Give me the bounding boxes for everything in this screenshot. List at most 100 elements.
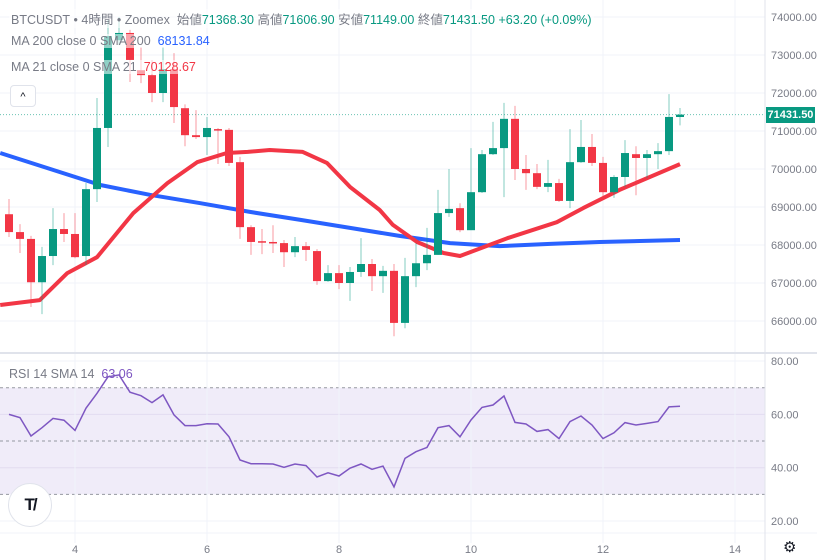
candle-down <box>511 118 519 169</box>
last-price-tag: 71431.50 <box>766 107 815 123</box>
price-tick-label: 67000.00 <box>771 278 817 290</box>
high-value: 71606.90 <box>282 13 335 27</box>
price-tick-label: 72000.00 <box>771 88 817 100</box>
time-tick-label: 6 <box>204 544 210 556</box>
change-value: +63.20 (+0.09%) <box>498 13 592 27</box>
candle-down <box>533 173 541 187</box>
candle-down <box>588 146 596 163</box>
candle-up <box>665 116 673 152</box>
candle-down <box>302 246 310 250</box>
candle-down <box>71 233 79 258</box>
candle-up <box>577 146 585 163</box>
close-label: 終値 <box>417 13 443 27</box>
candle-down <box>632 154 640 158</box>
interval[interactable]: 4時間 <box>81 13 114 27</box>
candle-up <box>643 154 651 158</box>
candle-up <box>621 153 629 177</box>
settings-icon[interactable]: ⚙ <box>783 539 797 556</box>
candle-down <box>16 232 24 239</box>
candle-down <box>368 264 376 277</box>
ma200-value: 68131.84 <box>157 34 210 48</box>
candle-up <box>104 36 112 128</box>
candle-down <box>456 208 464 231</box>
low-value: 71149.00 <box>363 13 415 27</box>
candle-up <box>445 208 453 214</box>
open-value: 71368.30 <box>201 13 254 27</box>
candle-up <box>610 176 618 193</box>
candle-down <box>27 238 35 283</box>
time-tick-label: 14 <box>729 544 741 556</box>
candle-up <box>357 264 365 272</box>
candle-up <box>346 271 354 283</box>
candle-down <box>522 169 530 174</box>
close-value: 71431.50 <box>442 13 495 27</box>
rsi-tick-label: 60.00 <box>771 409 799 421</box>
sma21-line <box>0 148 681 307</box>
price-tick-label: 74000.00 <box>771 12 817 24</box>
candle-down <box>181 108 189 136</box>
time-tick-label: 10 <box>465 544 477 556</box>
rsi-legend[interactable]: RSI 14 SMA 14 63.06 <box>9 367 133 381</box>
time-tick-label: 8 <box>336 544 342 556</box>
candle-up <box>434 213 442 255</box>
low-label: 安値 <box>338 13 364 27</box>
price-tick-label: 66000.00 <box>771 316 817 328</box>
candle-down <box>335 273 343 283</box>
candle-up <box>324 273 332 282</box>
candle-down <box>269 241 277 244</box>
candle-up <box>423 254 431 264</box>
ma21-legend[interactable]: MA 21 close 0 SMA 21 70128.67 <box>9 60 198 74</box>
candle-up <box>500 118 508 149</box>
separator: • <box>116 13 122 27</box>
candle-down <box>5 214 13 233</box>
candle-down <box>225 129 233 163</box>
tradingview-logo[interactable]: T/ <box>8 483 52 527</box>
candle-down <box>236 162 244 228</box>
time-tick-label: 12 <box>597 544 609 556</box>
candle-up <box>93 127 101 190</box>
ma21-value: 70128.67 <box>143 60 196 74</box>
exchange: Zoomex <box>124 13 170 27</box>
candle-up <box>159 69 167 93</box>
candle-down <box>313 251 321 282</box>
candle-down <box>214 129 222 131</box>
chevron-up-icon: ^ <box>20 91 26 103</box>
candle-down <box>247 227 255 242</box>
candle-up <box>203 127 211 138</box>
candle-up <box>401 276 409 323</box>
candle-up <box>291 246 299 253</box>
rsi-tick-label: 80.00 <box>771 356 799 368</box>
candle-up <box>489 148 497 155</box>
candle-up <box>412 263 420 277</box>
candle-down <box>280 243 288 253</box>
ma21-label: MA 21 close 0 SMA 21 <box>11 60 137 74</box>
candle-down <box>148 75 156 93</box>
sma200-line <box>0 151 681 249</box>
candle-up <box>38 256 46 283</box>
candle-down <box>555 183 563 201</box>
price-tick-label: 73000.00 <box>771 50 817 62</box>
high-label: 高値 <box>257 13 283 27</box>
collapse-legend-button[interactable]: ^ <box>10 85 36 107</box>
separator: • <box>73 13 78 27</box>
candle-up <box>379 270 387 277</box>
candle-up <box>566 162 574 201</box>
price-tick-label: 70000.00 <box>771 164 817 176</box>
rsi-label: RSI 14 SMA 14 <box>9 367 95 381</box>
candle-down <box>258 241 266 243</box>
rsi-line <box>8 374 681 489</box>
candle-down <box>192 135 200 138</box>
ma200-legend[interactable]: MA 200 close 0 SMA 200 68131.84 <box>9 34 212 48</box>
candle-up <box>478 154 486 193</box>
rsi-value: 63.06 <box>101 367 133 381</box>
symbol-name[interactable]: BTCUSDT <box>11 13 71 27</box>
candle-down <box>599 162 607 193</box>
price-tick-label: 69000.00 <box>771 202 817 214</box>
candle-up <box>654 151 662 155</box>
symbol-legend: BTCUSDT • 4時間 • Zoomex 始値71368.30 高値7160… <box>9 9 594 28</box>
candle-up <box>544 183 552 187</box>
open-label: 始値 <box>176 13 202 27</box>
candle-up <box>676 114 684 118</box>
candle-down <box>390 270 398 323</box>
